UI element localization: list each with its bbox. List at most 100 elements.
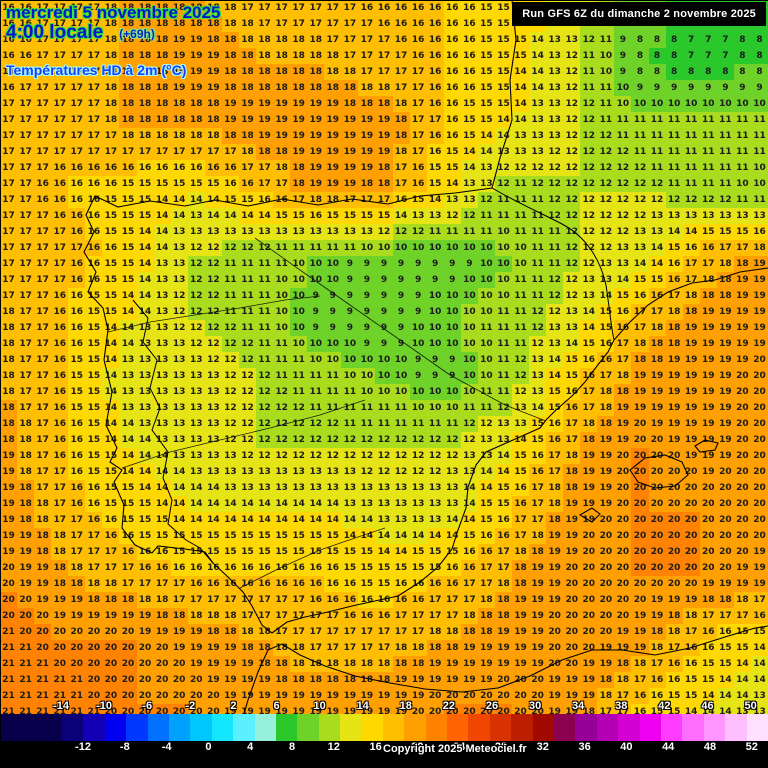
temp-cell: 17 xyxy=(34,96,52,112)
temp-cell: 19 xyxy=(0,448,18,464)
temp-cell: 20 xyxy=(153,640,171,656)
temp-cell: 19 xyxy=(187,656,205,672)
temp-cell: 20 xyxy=(648,448,666,464)
temp-cell: 11 xyxy=(426,416,444,432)
colorbar-cell xyxy=(639,714,661,741)
temp-cell: 13 xyxy=(170,416,188,432)
temp-cell: 19 xyxy=(358,128,376,144)
temp-cell: 11 xyxy=(494,320,512,336)
temp-cell: 9 xyxy=(341,272,359,288)
temp-cell: 15 xyxy=(529,416,547,432)
temp-cell: 11 xyxy=(733,144,751,160)
temp-cell: 20 xyxy=(580,624,598,640)
temp-cell: 18 xyxy=(170,128,188,144)
temp-cell: 14 xyxy=(614,272,632,288)
temp-cell: 20 xyxy=(597,544,615,560)
colorbar-cell xyxy=(297,714,319,741)
temp-cell: 20 xyxy=(699,560,717,576)
temp-cell: 17 xyxy=(51,16,69,32)
temp-cell: 12 xyxy=(546,176,564,192)
temp-cell: 9 xyxy=(443,256,461,272)
temp-cell: 9 xyxy=(460,256,478,272)
temp-cell: 13 xyxy=(136,368,154,384)
temp-cell: 8 xyxy=(665,64,683,80)
temp-cell: 18 xyxy=(34,496,52,512)
temp-cell: 17 xyxy=(238,160,256,176)
temp-cell: 20 xyxy=(597,608,615,624)
temp-cell: 16 xyxy=(443,96,461,112)
temp-cell: 10 xyxy=(392,368,410,384)
temp-cell: 18 xyxy=(460,624,478,640)
temp-cell: 17 xyxy=(119,576,137,592)
scale-colorbar xyxy=(0,714,768,741)
temp-cell: 17 xyxy=(512,512,530,528)
temp-cell: 14 xyxy=(529,400,547,416)
temp-cell: 10 xyxy=(443,336,461,352)
temp-cell: 16 xyxy=(750,608,768,624)
temp-cell: 20 xyxy=(546,656,564,672)
temp-cell: 11 xyxy=(358,416,376,432)
temp-cell: 20 xyxy=(750,448,768,464)
temp-cell: 17 xyxy=(631,672,649,688)
temp-cell: 9 xyxy=(375,320,393,336)
temp-cell: 20 xyxy=(631,528,649,544)
temp-cell: 16 xyxy=(68,256,86,272)
temp-cell: 19 xyxy=(187,64,205,80)
temp-cell: 14 xyxy=(136,288,154,304)
temp-cell: 19 xyxy=(580,512,598,528)
temp-cell: 18 xyxy=(682,304,700,320)
scale-label: -10 xyxy=(96,700,113,712)
temp-cell: 10 xyxy=(341,368,359,384)
temp-cell: 20 xyxy=(648,528,666,544)
temp-cell: 16 xyxy=(0,48,18,64)
temp-cell: 16 xyxy=(665,672,683,688)
temp-cell: 19 xyxy=(34,576,52,592)
temp-cell: 9 xyxy=(631,80,649,96)
temp-cell: 18 xyxy=(102,576,120,592)
temperature-scale: -14 -10 -6 -2 2 6 10 14 18 22 26 30 34 38 42 46 50 -12 -8… xyxy=(0,700,768,768)
temp-cell: 19 xyxy=(187,640,205,656)
temp-cell: 17 xyxy=(170,592,188,608)
temp-cell: 16 xyxy=(119,528,137,544)
temp-cell: 17 xyxy=(34,432,52,448)
temp-cell: 18 xyxy=(358,96,376,112)
temp-cell: 15 xyxy=(238,544,256,560)
temp-cell: 19 xyxy=(170,32,188,48)
temp-cell: 17 xyxy=(0,288,18,304)
temp-cell: 15 xyxy=(614,288,632,304)
temp-cell: 10 xyxy=(614,96,632,112)
temp-cell: 14 xyxy=(460,496,478,512)
temp-cell: 17 xyxy=(17,160,35,176)
temp-cell: 13 xyxy=(529,112,547,128)
temp-cell: 17 xyxy=(238,592,256,608)
temp-cell: 10 xyxy=(409,320,427,336)
temp-cell: 18 xyxy=(17,432,35,448)
temp-cell: 16 xyxy=(529,464,547,480)
temp-cell: 12 xyxy=(546,144,564,160)
temp-cell: 18 xyxy=(153,128,171,144)
temp-cell: 10 xyxy=(273,288,291,304)
temp-cell: 18 xyxy=(375,80,393,96)
temp-cell: 14 xyxy=(682,224,700,240)
temp-cell: 14 xyxy=(443,528,461,544)
temp-cell: 19 xyxy=(750,272,768,288)
temp-cell: 15 xyxy=(358,560,376,576)
temp-cell: 15 xyxy=(102,224,120,240)
temp-cell: 17 xyxy=(170,144,188,160)
temp-cell: 17 xyxy=(409,128,427,144)
temp-cell: 13 xyxy=(119,384,137,400)
temp-cell: 18 xyxy=(85,592,103,608)
temp-cell: 19 xyxy=(426,672,444,688)
temp-cell: 16 xyxy=(375,592,393,608)
temp-cell: 16 xyxy=(409,32,427,48)
temp-cell: 17 xyxy=(460,592,478,608)
temp-cell: 18 xyxy=(597,400,615,416)
temp-cell: 16 xyxy=(136,560,154,576)
temp-cell: 17 xyxy=(238,0,256,16)
temp-cell: 16 xyxy=(409,576,427,592)
temp-cell: 14 xyxy=(750,640,768,656)
temp-cell: 9 xyxy=(409,272,427,288)
temp-cell: 17 xyxy=(273,0,291,16)
temp-cell: 9 xyxy=(375,272,393,288)
temp-cell: 18 xyxy=(494,608,512,624)
